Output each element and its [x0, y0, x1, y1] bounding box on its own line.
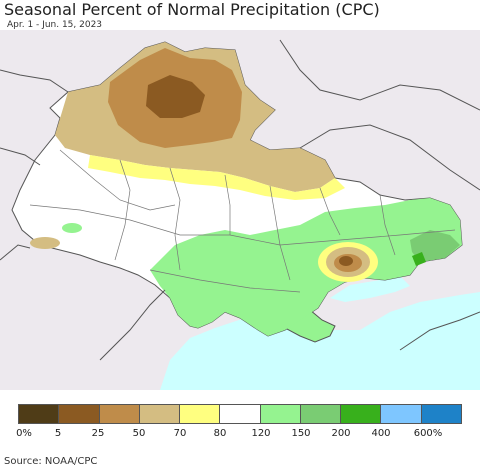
west-dry-spot: [30, 237, 60, 249]
legend-swatch-10: [421, 405, 461, 423]
precipitation-map: [0, 30, 480, 390]
east-dry-darkbrown: [339, 256, 353, 266]
legend-swatch-5: [220, 405, 261, 423]
legend-swatch-3: [139, 405, 181, 423]
black-sea: [160, 292, 480, 390]
legend-swatch-8: [341, 405, 382, 423]
legend-tick-7: 150: [291, 428, 311, 439]
legend-swatch-7: [300, 405, 342, 423]
legend-tick-10: 600%: [413, 428, 443, 439]
legend-swatch-6: [260, 405, 301, 423]
legend-tick-labels: 0% 5 25 50 70 80 120 150 200 400 600%: [0, 428, 480, 442]
legend-tick-9: 400: [371, 428, 391, 439]
legend-swatch-0: [19, 405, 60, 423]
legend-tick-2: 25: [91, 428, 105, 439]
legend-tick-8: 200: [331, 428, 351, 439]
legend-swatch-9: [381, 405, 422, 423]
zone-5-25: [146, 75, 205, 118]
legend-swatch-2: [99, 405, 140, 423]
legend-tick-4: 70: [173, 428, 187, 439]
zone-120-150-south: [150, 198, 462, 336]
date-range: Apr. 1 - Jun. 15, 2023: [7, 20, 103, 30]
legend-tick-3: 50: [132, 428, 146, 439]
legend-tick-6: 120: [251, 428, 271, 439]
legend-tick-0: 0%: [16, 428, 32, 439]
legend-colorbar: [18, 404, 462, 424]
source-credit: Source: NOAA/CPC: [4, 456, 98, 467]
legend-swatch-4: [180, 405, 221, 423]
country-borders: [0, 39, 480, 361]
zone-200-400: [412, 252, 426, 266]
azov-sea: [330, 276, 410, 302]
west-wet-spot: [62, 223, 82, 233]
oblast-boundaries: [29, 149, 456, 293]
legend-swatch-1: [59, 405, 100, 423]
legend-tick-5: 80: [213, 428, 227, 439]
page-title: Seasonal Percent of Normal Precipitation…: [4, 0, 380, 19]
zone-70-80-north: [88, 155, 345, 200]
legend-tick-1: 5: [54, 428, 62, 439]
